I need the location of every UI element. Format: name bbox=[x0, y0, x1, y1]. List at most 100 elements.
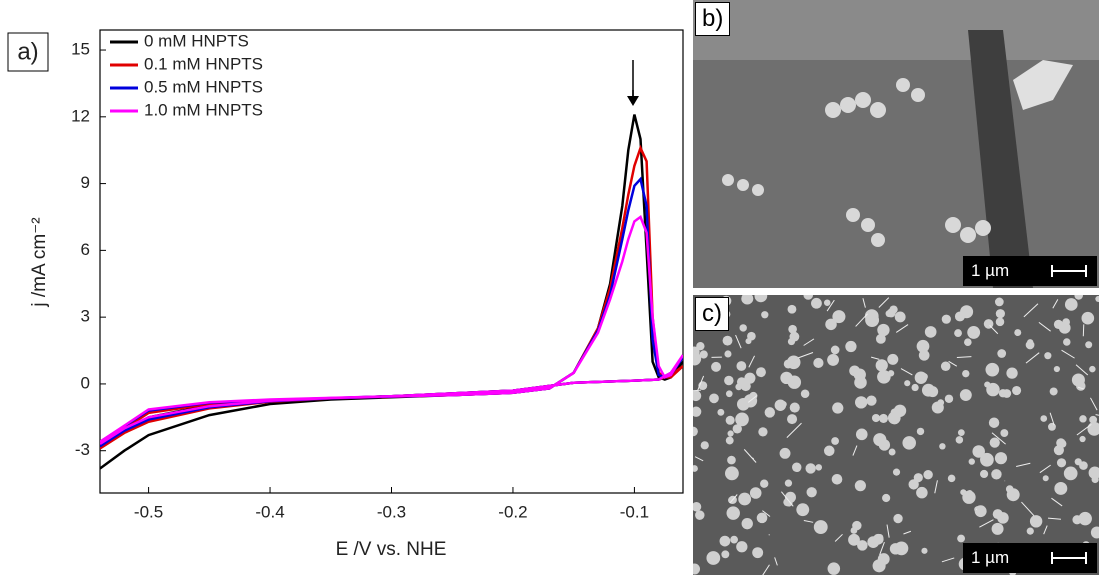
sem-particle bbox=[980, 452, 994, 467]
sem-particle bbox=[739, 324, 747, 332]
x-tick-label: -0.2 bbox=[498, 502, 527, 521]
sem-particle bbox=[1029, 515, 1043, 528]
sem-particle bbox=[918, 349, 930, 361]
sem-particle bbox=[693, 351, 702, 366]
y-tick-label: 0 bbox=[81, 373, 90, 392]
series-line bbox=[100, 176, 683, 448]
sem-particle bbox=[875, 359, 888, 372]
sem-particle bbox=[887, 353, 899, 365]
x-tick-label: -0.4 bbox=[255, 502, 284, 521]
sem-particle bbox=[960, 305, 974, 319]
sem-needle bbox=[862, 298, 866, 308]
sem-needle bbox=[694, 456, 704, 462]
sem-particle bbox=[832, 310, 846, 324]
sem-particle bbox=[1000, 429, 1009, 438]
sem-needle bbox=[743, 449, 757, 463]
sem-particle bbox=[744, 372, 756, 384]
sem-particle bbox=[921, 383, 935, 397]
sem-particle bbox=[962, 490, 976, 504]
sem-particle bbox=[857, 540, 868, 551]
sem-needle bbox=[979, 519, 994, 528]
sem-flake bbox=[1013, 60, 1073, 110]
sem-particle bbox=[752, 547, 764, 559]
sem-particle bbox=[756, 367, 766, 378]
sem-needle bbox=[729, 494, 738, 504]
sem-particle bbox=[994, 297, 1004, 307]
sem-particle bbox=[892, 468, 901, 476]
sem-particle bbox=[693, 426, 698, 437]
sem-particle bbox=[991, 522, 1004, 535]
sem-particle bbox=[1053, 365, 1060, 373]
sem-particle bbox=[730, 535, 738, 544]
sem-needle bbox=[747, 395, 758, 403]
sem-particle bbox=[894, 541, 909, 556]
sem-particle bbox=[1079, 435, 1086, 443]
sem-particle bbox=[888, 448, 896, 456]
sem-particle bbox=[732, 424, 742, 434]
sem-needle bbox=[852, 445, 858, 456]
sem-needle bbox=[774, 557, 778, 566]
sem-particle bbox=[916, 339, 930, 353]
sem-particle bbox=[1054, 481, 1068, 495]
sem-particle bbox=[924, 326, 937, 338]
sem-needle bbox=[991, 432, 1006, 445]
sem-particle bbox=[877, 553, 890, 565]
sem-particle bbox=[696, 513, 703, 520]
sem-needle bbox=[1039, 464, 1051, 474]
sem-particle bbox=[706, 551, 721, 565]
scale-bar-label: 1 µm bbox=[971, 261, 1010, 280]
sem-particle bbox=[780, 401, 787, 408]
sem-particle bbox=[848, 533, 860, 546]
sem-region bbox=[693, 0, 1099, 60]
sem-needle bbox=[803, 338, 815, 346]
sem-needle bbox=[878, 297, 890, 308]
sem-particle bbox=[789, 402, 800, 413]
sem-particle bbox=[787, 414, 798, 425]
sem-particle bbox=[813, 520, 828, 534]
sem-particle bbox=[741, 517, 753, 530]
sem-particle bbox=[962, 369, 970, 378]
sem-particle bbox=[815, 464, 823, 471]
sem-needle bbox=[834, 533, 843, 542]
sem-particle bbox=[760, 479, 769, 488]
x-tick-label: -0.3 bbox=[377, 502, 406, 521]
sem-particle bbox=[709, 393, 719, 404]
sem-particle bbox=[893, 513, 903, 524]
y-axis-label: j /mA cm⁻² bbox=[29, 217, 50, 307]
sem-needle bbox=[1049, 412, 1055, 426]
scale-bar: 1 µm bbox=[963, 543, 1097, 573]
sem-needle bbox=[1023, 303, 1039, 318]
sem-needle bbox=[1090, 397, 1098, 411]
sem-needle bbox=[1052, 299, 1059, 309]
sem-particle bbox=[831, 473, 843, 485]
sem-particle bbox=[854, 480, 866, 492]
sem-particle bbox=[725, 466, 739, 481]
sem-particle bbox=[830, 345, 840, 355]
sem-particle bbox=[980, 469, 989, 479]
sem-particle bbox=[852, 520, 862, 531]
sem-needle bbox=[1061, 349, 1075, 359]
sem-particle bbox=[725, 390, 733, 398]
sem-particle bbox=[939, 443, 946, 450]
panel-label: c) bbox=[695, 297, 729, 331]
sem-particle bbox=[985, 362, 1000, 377]
sem-particle bbox=[735, 412, 749, 427]
sem-texture bbox=[693, 0, 1099, 288]
sem-particle bbox=[875, 333, 886, 344]
sem-particle bbox=[823, 445, 835, 457]
sem-needle bbox=[1043, 525, 1048, 535]
sem-particle bbox=[784, 491, 796, 503]
sem-particle bbox=[832, 402, 844, 414]
sem-particle bbox=[877, 323, 890, 337]
sem-particle bbox=[789, 331, 800, 342]
sem-particle bbox=[1049, 387, 1058, 396]
sem-particle bbox=[823, 299, 831, 306]
sem-particle bbox=[693, 501, 702, 512]
sem-particle bbox=[724, 350, 732, 358]
sem-particle bbox=[995, 317, 1005, 327]
sem-needle bbox=[886, 524, 890, 538]
sem-image-c: c) 1 µm bbox=[693, 295, 1099, 575]
sem-particle bbox=[803, 295, 814, 300]
sem-particle bbox=[787, 304, 797, 314]
sem-particle bbox=[997, 512, 1009, 524]
